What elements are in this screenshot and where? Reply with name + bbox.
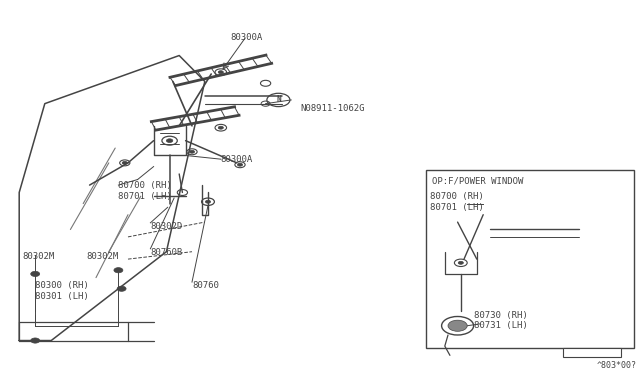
Text: 80300A: 80300A (230, 33, 262, 42)
Circle shape (189, 150, 195, 153)
Circle shape (122, 161, 127, 164)
Text: 80760B: 80760B (150, 248, 182, 257)
Text: 80760: 80760 (192, 281, 219, 290)
Circle shape (218, 126, 223, 129)
Circle shape (205, 200, 211, 203)
Text: 80302M: 80302M (86, 252, 118, 261)
Circle shape (237, 163, 243, 166)
Text: ^803*00?: ^803*00? (596, 361, 637, 370)
Text: 80302M: 80302M (22, 252, 54, 261)
Text: 80300 (RH)
80301 (LH): 80300 (RH) 80301 (LH) (35, 281, 89, 301)
FancyBboxPatch shape (563, 348, 621, 357)
Text: 80700 (RH)
80701 (LH): 80700 (RH) 80701 (LH) (118, 182, 172, 201)
Circle shape (114, 267, 123, 273)
FancyBboxPatch shape (426, 170, 634, 348)
Circle shape (218, 71, 223, 74)
Text: N: N (276, 96, 281, 105)
Circle shape (31, 271, 40, 276)
Circle shape (31, 338, 40, 343)
Text: 80302D: 80302D (150, 222, 182, 231)
Text: N08911-1062G: N08911-1062G (301, 104, 365, 113)
Text: 80730 (RH)
80731 (LH): 80730 (RH) 80731 (LH) (474, 311, 527, 330)
Text: OP:F/POWER WINDOW: OP:F/POWER WINDOW (432, 177, 524, 186)
Circle shape (166, 139, 173, 142)
Circle shape (458, 262, 463, 264)
Text: 80300A: 80300A (221, 155, 253, 164)
Circle shape (448, 320, 467, 331)
Circle shape (117, 286, 126, 291)
Text: 80700 (RH)
80701 (LH): 80700 (RH) 80701 (LH) (430, 192, 484, 212)
